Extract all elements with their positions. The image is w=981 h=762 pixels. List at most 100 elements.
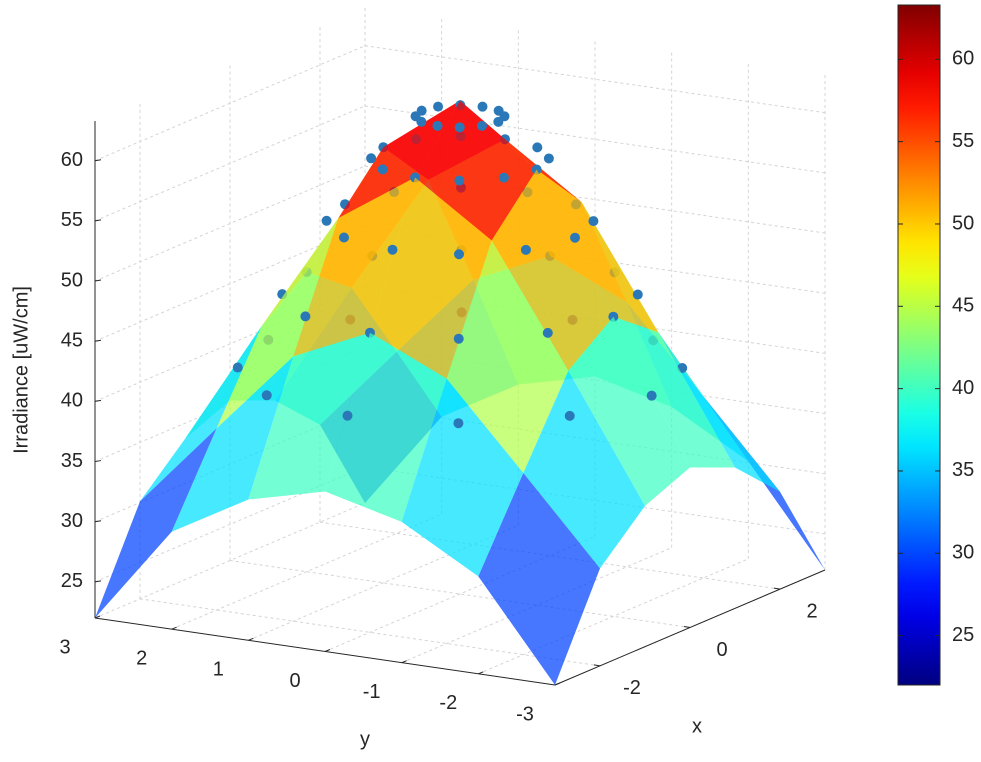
tick-mark (94, 520, 102, 523)
surface-cell (95, 428, 217, 618)
y-tick-label: -2 (439, 692, 457, 714)
scatter-point (543, 153, 554, 164)
scatter-point (453, 418, 464, 429)
tick-mark (94, 580, 102, 583)
tick-mark (324, 649, 331, 652)
scatter-point (433, 101, 444, 112)
surface-cell (536, 169, 659, 333)
scatter-point (477, 101, 488, 112)
y-axis-label: y (360, 728, 370, 750)
tick-mark (94, 460, 102, 463)
y-tick-label: -1 (363, 681, 381, 703)
scatter-point (454, 249, 464, 260)
scatter-point (532, 142, 543, 153)
z-tick-label: 60 (61, 149, 83, 171)
tick-mark (171, 626, 177, 630)
scatter-point (454, 175, 465, 186)
tick-mark (94, 615, 101, 619)
scatter-point (232, 362, 243, 373)
tick-mark (478, 671, 484, 675)
z-tick-label: 45 (61, 330, 83, 352)
scatter-point (476, 120, 487, 131)
scatter-point (542, 327, 553, 338)
scatter-point (564, 410, 575, 421)
surface-cell (338, 100, 460, 219)
colorbar (897, 4, 941, 686)
scatter-point (646, 390, 657, 401)
scatter-point (387, 244, 398, 255)
tick-mark (248, 637, 254, 641)
scatter-point (377, 164, 388, 175)
tick-mark (593, 664, 601, 667)
x-tick-label: 0 (716, 639, 727, 661)
tick-mark (401, 660, 407, 664)
surface-cell (293, 177, 415, 357)
y-tick-label: 2 (136, 647, 147, 669)
scatter-point (520, 244, 531, 255)
tick-mark (94, 399, 102, 402)
surface-cell (216, 218, 339, 429)
tick-mark (94, 339, 102, 342)
grid-line (94, 502, 366, 619)
scatter-point (366, 153, 377, 164)
z-tick-label: 30 (61, 510, 83, 532)
scatter-point (632, 289, 643, 300)
y-tick-label: 0 (289, 670, 300, 692)
z-axis-label: Irradiance [uW/cm] (10, 286, 32, 454)
colorbar-tick-label: 45 (952, 295, 974, 317)
scatter-point (339, 232, 349, 243)
surface-cell (248, 332, 370, 500)
tick-mark (94, 159, 102, 162)
colorbar-tick-label: 25 (952, 624, 974, 646)
tick-mark (94, 219, 102, 222)
grid-line (171, 513, 442, 630)
colorbar-tick-label: 60 (952, 48, 974, 70)
z-tick-label: 40 (61, 390, 83, 412)
scatter-point (498, 172, 509, 183)
x-tick-label: -2 (623, 677, 641, 699)
y-tick-label: 1 (213, 659, 224, 681)
scatter-point (493, 116, 504, 127)
scatter-point (300, 311, 311, 322)
scatter-point (432, 120, 443, 131)
tick-mark (773, 587, 781, 590)
z-tick-label: 35 (61, 450, 83, 472)
colorbar-tick-label: 55 (952, 130, 974, 152)
colorbar-tick-label: 35 (952, 459, 974, 481)
scatter-point (570, 232, 580, 243)
scatter-point (454, 122, 465, 133)
grid-line (248, 524, 519, 641)
surface-cell (446, 240, 569, 473)
tick-mark (683, 626, 691, 628)
surface-cell (568, 316, 690, 506)
z-tick-label: 25 (61, 570, 83, 592)
surface-cell (370, 177, 492, 379)
tick-mark (554, 682, 561, 686)
scatter-point (453, 333, 464, 344)
surface-cell (613, 316, 735, 468)
scatter-point (342, 410, 353, 421)
surface-cell (491, 169, 614, 371)
surface-cell (401, 378, 524, 577)
grid-line (478, 558, 749, 675)
surface-cell (478, 472, 600, 685)
z-tick-label: 50 (61, 269, 83, 291)
colorbar-tick-label: 30 (952, 542, 974, 564)
surface-cell (171, 356, 294, 532)
x-axis-label: x (692, 715, 702, 737)
x-tick-label: 2 (806, 600, 817, 622)
scatter-point (588, 216, 599, 227)
grid-line (324, 536, 596, 652)
colorbar-tick-label: 50 (952, 212, 974, 234)
y-tick-label: -3 (516, 703, 534, 725)
scatter-point (416, 116, 427, 127)
surface-cell (523, 370, 645, 569)
tick-mark (94, 279, 102, 282)
surface-cell (325, 332, 447, 522)
scatter-point (321, 215, 332, 226)
surface-cell (415, 100, 537, 241)
colorbar-tick-label: 40 (952, 377, 974, 399)
y-tick-label: 3 (59, 636, 70, 658)
